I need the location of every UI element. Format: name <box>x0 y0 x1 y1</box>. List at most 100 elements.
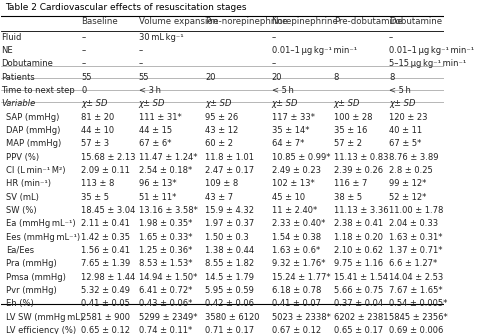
Text: 0.01–1 μg kg⁻¹ min⁻¹: 0.01–1 μg kg⁻¹ min⁻¹ <box>272 46 357 55</box>
Text: CI (L min⁻¹ M²): CI (L min⁻¹ M²) <box>6 166 65 175</box>
Text: < 5 h: < 5 h <box>389 86 411 95</box>
Text: 6.6 ± 1.27*: 6.6 ± 1.27* <box>389 259 437 268</box>
Text: Ea (mmHg mL⁻¹): Ea (mmHg mL⁻¹) <box>6 219 76 228</box>
Text: 6202 ± 2381: 6202 ± 2381 <box>333 313 388 322</box>
Text: 11.00 ± 1.78: 11.00 ± 1.78 <box>389 206 443 215</box>
Text: 55: 55 <box>81 73 91 82</box>
Text: 14.04 ± 2.53: 14.04 ± 2.53 <box>389 273 443 282</box>
Text: χ± SD: χ± SD <box>139 99 165 108</box>
Text: 102 ± 13*: 102 ± 13* <box>272 179 315 188</box>
Text: 0.37 ± 0.04: 0.37 ± 0.04 <box>333 299 383 308</box>
Text: Dobutamine: Dobutamine <box>1 59 53 68</box>
Text: 11.13 ± 0.83: 11.13 ± 0.83 <box>333 153 388 162</box>
Text: 109 ± 8: 109 ± 8 <box>205 179 239 188</box>
Text: 8.53 ± 1.53*: 8.53 ± 1.53* <box>139 259 192 268</box>
Text: NE: NE <box>1 46 13 55</box>
Text: 35 ± 16: 35 ± 16 <box>333 126 367 135</box>
Text: χ± SD: χ± SD <box>333 99 360 108</box>
Text: 8: 8 <box>389 73 394 82</box>
Text: LV SW (mmHg mL): LV SW (mmHg mL) <box>6 313 83 322</box>
Text: χ± SD: χ± SD <box>81 99 107 108</box>
Text: 15.9 ± 4.32: 15.9 ± 4.32 <box>205 206 254 215</box>
Text: Eh (%): Eh (%) <box>6 299 33 308</box>
Text: 15.41 ± 1.54: 15.41 ± 1.54 <box>333 273 388 282</box>
Text: Fluid: Fluid <box>1 33 22 42</box>
Text: 2581 ± 900: 2581 ± 900 <box>81 313 130 322</box>
Text: 0.74 ± 0.11*: 0.74 ± 0.11* <box>139 326 192 334</box>
Text: 43 ± 7: 43 ± 7 <box>205 193 233 202</box>
Text: 60 ± 2: 60 ± 2 <box>205 139 233 148</box>
Text: 2.33 ± 0.40*: 2.33 ± 0.40* <box>272 219 325 228</box>
Text: 44 ± 10: 44 ± 10 <box>81 126 114 135</box>
Text: 2.10 ± 0.62: 2.10 ± 0.62 <box>333 246 383 255</box>
Text: 1.98 ± 0.35*: 1.98 ± 0.35* <box>139 219 192 228</box>
Text: 30 mL kg⁻¹: 30 mL kg⁻¹ <box>139 33 183 42</box>
Text: 51 ± 11*: 51 ± 11* <box>139 193 176 202</box>
Text: < 3 h: < 3 h <box>139 86 161 95</box>
Text: 96 ± 13*: 96 ± 13* <box>139 179 176 188</box>
Text: –: – <box>139 59 143 68</box>
Text: –: – <box>272 59 276 68</box>
Text: Ea/Ees: Ea/Ees <box>6 246 34 255</box>
Text: DAP (mmHg): DAP (mmHg) <box>6 126 60 135</box>
Text: 3580 ± 6120: 3580 ± 6120 <box>205 313 259 322</box>
Text: 12.98 ± 1.44: 12.98 ± 1.44 <box>81 273 136 282</box>
Text: Pmsa (mmHg): Pmsa (mmHg) <box>6 273 66 282</box>
Text: 1.65 ± 0.33*: 1.65 ± 0.33* <box>139 232 192 241</box>
Text: Norepinephrine: Norepinephrine <box>272 17 338 26</box>
Text: 5299 ± 2349*: 5299 ± 2349* <box>139 313 197 322</box>
Text: 1.37 ± 0.71*: 1.37 ± 0.71* <box>389 246 442 255</box>
Text: 1.56 ± 0.41: 1.56 ± 0.41 <box>81 246 130 255</box>
Text: 0.65 ± 0.17: 0.65 ± 0.17 <box>333 326 383 334</box>
Text: 0.42 ± 0.06: 0.42 ± 0.06 <box>205 299 254 308</box>
Text: 2.47 ± 0.17: 2.47 ± 0.17 <box>205 166 254 175</box>
Text: 1.50 ± 0.3: 1.50 ± 0.3 <box>205 232 249 241</box>
Text: Pre-norepinephrine: Pre-norepinephrine <box>205 17 288 26</box>
Text: 67 ± 5*: 67 ± 5* <box>389 139 422 148</box>
Text: Dobutamine: Dobutamine <box>389 17 442 26</box>
Text: 2.39 ± 0.26: 2.39 ± 0.26 <box>333 166 383 175</box>
Text: SW (%): SW (%) <box>6 206 36 215</box>
Text: PPV (%): PPV (%) <box>6 153 39 162</box>
Text: SAP (mmHg): SAP (mmHg) <box>6 113 59 122</box>
Text: 13.16 ± 3.58*: 13.16 ± 3.58* <box>139 206 197 215</box>
Text: 8.55 ± 1.82: 8.55 ± 1.82 <box>205 259 254 268</box>
Text: 0.41 ± 0.07: 0.41 ± 0.07 <box>272 299 320 308</box>
Text: 6.41 ± 0.72*: 6.41 ± 0.72* <box>139 286 192 295</box>
Text: χ± SD: χ± SD <box>272 99 298 108</box>
Text: 5845 ± 2356*: 5845 ± 2356* <box>389 313 448 322</box>
Text: Baseline: Baseline <box>81 17 118 26</box>
Text: 1.42 ± 0.35: 1.42 ± 0.35 <box>81 232 130 241</box>
Text: 67 ± 6*: 67 ± 6* <box>139 139 171 148</box>
Text: χ± SD: χ± SD <box>389 99 415 108</box>
Text: 113 ± 8: 113 ± 8 <box>81 179 115 188</box>
Text: 15.24 ± 1.77*: 15.24 ± 1.77* <box>272 273 330 282</box>
Text: 7.65 ± 1.39: 7.65 ± 1.39 <box>81 259 130 268</box>
Text: 1.97 ± 0.37: 1.97 ± 0.37 <box>205 219 255 228</box>
Text: 120 ± 23: 120 ± 23 <box>389 113 427 122</box>
Text: 14.5 ± 1.79: 14.5 ± 1.79 <box>205 273 254 282</box>
Text: χ± SD: χ± SD <box>205 99 232 108</box>
Text: 11.13 ± 3.36: 11.13 ± 3.36 <box>333 206 388 215</box>
Text: 2.49 ± 0.23: 2.49 ± 0.23 <box>272 166 320 175</box>
Text: 2.04 ± 0.33: 2.04 ± 0.33 <box>389 219 438 228</box>
Text: 1.63 ± 0.31*: 1.63 ± 0.31* <box>389 232 442 241</box>
Text: Pre-dobutamine: Pre-dobutamine <box>333 17 402 26</box>
Text: 20: 20 <box>272 73 282 82</box>
Text: 5.95 ± 0.59: 5.95 ± 0.59 <box>205 286 254 295</box>
Text: 81 ± 20: 81 ± 20 <box>81 113 114 122</box>
Text: Patients: Patients <box>1 73 35 82</box>
Text: 2.54 ± 0.18*: 2.54 ± 0.18* <box>139 166 192 175</box>
Text: 11.8 ± 1.01: 11.8 ± 1.01 <box>205 153 254 162</box>
Text: 14.94 ± 1.50*: 14.94 ± 1.50* <box>139 273 197 282</box>
Text: 111 ± 31*: 111 ± 31* <box>139 113 182 122</box>
Text: 43 ± 12: 43 ± 12 <box>205 126 239 135</box>
Text: –: – <box>81 33 85 42</box>
Text: 2.09 ± 0.11: 2.09 ± 0.11 <box>81 166 130 175</box>
Text: 1.63 ± 0.6*: 1.63 ± 0.6* <box>272 246 320 255</box>
Text: < 5 h: < 5 h <box>272 86 293 95</box>
Text: 35 ± 14*: 35 ± 14* <box>272 126 309 135</box>
Text: 11 ± 2.40*: 11 ± 2.40* <box>272 206 317 215</box>
Text: Pvr (mmHg): Pvr (mmHg) <box>6 286 57 295</box>
Text: –: – <box>389 33 393 42</box>
